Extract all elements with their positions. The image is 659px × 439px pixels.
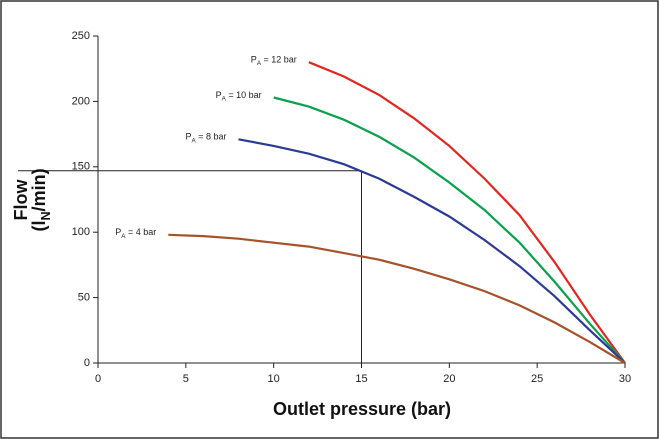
y-tick-label: 100 xyxy=(72,226,90,238)
x-tick-label: 15 xyxy=(355,373,367,385)
series-label: PA = 10 bar xyxy=(216,90,262,103)
series-line xyxy=(168,233,626,364)
series-label: PA = 4 bar xyxy=(115,227,156,240)
x-tick-label: 25 xyxy=(531,373,543,385)
series-label: PA = 8 bar xyxy=(186,132,227,145)
x-tick-label: 5 xyxy=(183,373,189,385)
y-axis-title-line: Flow xyxy=(11,179,31,221)
x-tick-label: 0 xyxy=(95,373,101,385)
series-line xyxy=(238,138,626,364)
series-line xyxy=(308,61,626,364)
x-tick-label: 30 xyxy=(619,373,631,385)
y-tick-label: 200 xyxy=(72,95,90,107)
series-label: PA = 12 bar xyxy=(251,55,297,68)
x-axis-title: Outlet pressure (bar) xyxy=(273,399,451,419)
y-tick-label: 50 xyxy=(78,292,90,304)
y-tick-label: 0 xyxy=(84,357,90,369)
y-tick-label: 250 xyxy=(72,30,90,42)
x-tick-label: 10 xyxy=(268,373,280,385)
y-tick-label: 150 xyxy=(72,161,90,173)
series-line xyxy=(273,96,626,364)
x-tick-label: 20 xyxy=(443,373,455,385)
